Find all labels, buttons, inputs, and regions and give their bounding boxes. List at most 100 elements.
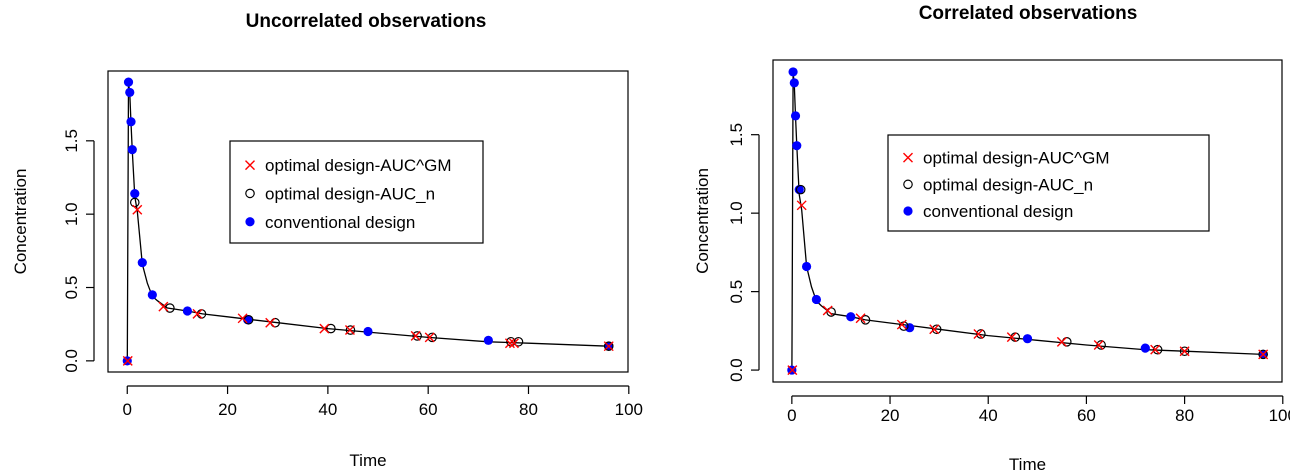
legend-marker [245, 188, 255, 199]
legend-frame [229, 140, 484, 244]
data-point [603, 341, 614, 351]
legend-marker [903, 206, 913, 216]
data-point [504, 338, 515, 349]
data-point [326, 323, 336, 334]
x-tick-label: 60 [419, 400, 438, 419]
y-axis-title: Concentration [11, 169, 30, 275]
data-point [319, 323, 330, 334]
x-axis: 0 20 40 60 80 100 [787, 395, 1290, 425]
chart-title: Correlated observations [919, 3, 1138, 24]
data-point [192, 308, 203, 319]
plot-frame [772, 59, 1283, 383]
data-point [508, 338, 519, 349]
data-point [1096, 340, 1106, 350]
x-tick-label: 80 [1175, 406, 1194, 425]
data-point [344, 325, 355, 336]
data-point [1006, 332, 1017, 343]
data-point [931, 324, 942, 335]
y-tick-label: 0.0 [62, 349, 81, 373]
legend-marker [903, 179, 913, 190]
data-point [130, 189, 140, 199]
data-point [801, 261, 812, 272]
data-point [905, 323, 915, 333]
legend-frame [887, 134, 1210, 232]
data-point [125, 87, 135, 98]
data-point [929, 324, 940, 335]
legend: optimal design-AUC^GM optimal design-AUC… [887, 134, 1210, 232]
data-point [513, 336, 524, 347]
legend-marker [245, 160, 255, 171]
data-point [822, 305, 833, 316]
data-point [795, 184, 806, 195]
data-point [790, 111, 801, 121]
y-tick-label: 0.5 [727, 280, 746, 304]
data-point [787, 365, 798, 376]
data-point [896, 319, 907, 330]
x-tick-label: 60 [1077, 406, 1096, 425]
data-point [1056, 336, 1067, 347]
y-tick-label: 1.5 [62, 129, 81, 153]
legend-label-gm: optimal design-AUC^GM [923, 149, 1110, 168]
chart-correlated: Correlated observations Time Concentrati… [693, 3, 1290, 474]
legend-label-conventional: conventional design [923, 202, 1073, 221]
legend: optimal design-AUC^GM optimal design-AUC… [229, 140, 484, 244]
data-point [126, 117, 136, 127]
data-point [182, 306, 193, 316]
data-point [412, 331, 422, 341]
data-point [137, 257, 147, 268]
legend-label-aucn: optimal design-AUC_n [265, 184, 435, 203]
x-axis: 0 20 40 60 80 100 [123, 385, 643, 419]
y-axis: 0.0 0.5 1.0 1.5 [727, 123, 760, 382]
series-x [122, 204, 614, 366]
data-point [796, 200, 807, 211]
data-point [855, 313, 866, 324]
data-point [158, 301, 169, 312]
x-axis-title: Time [1009, 455, 1046, 474]
legend-label-gm: optimal design-AUC^GM [265, 156, 452, 175]
data-point [1258, 349, 1269, 360]
data-point [1022, 334, 1033, 344]
y-axis-title: Concentration [693, 168, 712, 274]
data-point [976, 329, 986, 339]
data-point [1258, 349, 1268, 360]
data-point [424, 332, 435, 343]
legend-label-conventional: conventional design [265, 213, 415, 232]
data-point [123, 77, 134, 87]
data-point [127, 145, 137, 155]
y-tick-label: 1.0 [62, 202, 81, 226]
data-point [132, 204, 143, 215]
data-point [1093, 339, 1104, 350]
data-point [1152, 344, 1163, 355]
x-axis-title: Time [349, 451, 386, 470]
data-point [788, 67, 798, 77]
x-tick-label: 40 [979, 406, 998, 425]
data-point [1179, 346, 1190, 357]
data-point [363, 326, 373, 337]
chart-title: Uncorrelated observations [246, 11, 487, 32]
x-tick-label: 20 [881, 406, 900, 425]
data-point [427, 332, 437, 343]
data-point [792, 141, 802, 151]
x-tick-label: 100 [1269, 406, 1290, 425]
data-point [1140, 343, 1150, 353]
data-point [811, 294, 821, 305]
data-point [789, 78, 799, 88]
data-point [345, 325, 356, 335]
x-tick-label: 100 [615, 400, 643, 419]
legend-marker [903, 152, 913, 163]
x-tick-label: 20 [218, 400, 237, 419]
y-tick-label: 1.5 [727, 123, 746, 147]
data-point [846, 312, 856, 322]
y-tick-label: 1.0 [727, 201, 746, 225]
data-point [147, 290, 157, 300]
x-tick-label: 0 [123, 400, 132, 419]
data-point [603, 341, 614, 352]
y-axis: 0.0 0.5 1.0 1.5 [62, 129, 95, 373]
y-tick-label: 0.0 [727, 358, 746, 382]
legend-marker [245, 217, 255, 227]
plot-frame [107, 70, 629, 373]
data-point [1150, 344, 1161, 355]
series-x [787, 200, 1269, 376]
x-tick-label: 80 [519, 400, 538, 419]
